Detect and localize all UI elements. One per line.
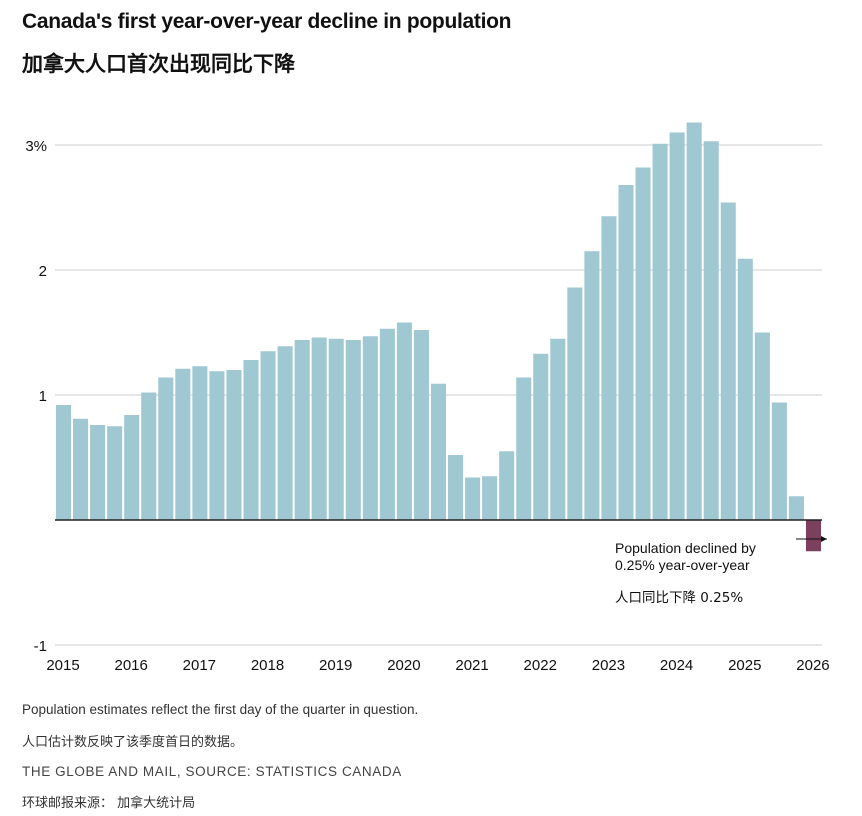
bar [737,258,753,520]
bar [243,360,259,520]
y-axis-labels: 3% 2 1 -1 [25,138,47,655]
x-tick-label: 2015 [46,657,79,674]
bar [720,202,736,520]
bar [209,371,225,520]
bar [260,351,276,520]
bar [430,383,447,520]
chart-subtitle-zh: 加拿大人口首次出现同比下降 [22,52,295,76]
bar [124,415,140,520]
chart-title: Canada's first year-over-year decline in… [22,10,512,33]
bar [703,141,719,520]
bar [345,340,361,520]
bar [635,167,651,520]
y-tick-label: 2 [39,263,47,280]
bar [754,332,770,520]
annotation-line-1: Population declined by [615,540,756,556]
bar [90,425,106,520]
bar-highlight [805,520,821,552]
bar [73,418,89,520]
bar [550,338,566,520]
bar [192,366,208,520]
bar [56,405,72,520]
source-zh: 环球邮报来源： 加拿大统计局 [22,796,196,811]
bar [175,368,191,520]
x-tick-label: 2021 [455,657,488,674]
bar [379,328,395,520]
bar [226,370,242,520]
x-axis-labels: 2015 2016 2017 2018 2019 2020 2021 2022 2023 2024… [46,657,829,674]
bar [448,455,464,520]
x-tick-label: 2017 [183,657,216,674]
y-tick-label: 1 [39,388,47,405]
bar [158,377,174,520]
bar [788,496,804,520]
bar [567,287,583,520]
bar [771,402,787,520]
footnote-zh: 人口估计数反映了该季度首日的数据。 [22,735,244,750]
bar [652,143,668,520]
x-tick-label: 2016 [114,657,147,674]
annotation-line-2: 0.25% year-over-year [615,557,750,573]
bar [669,132,685,520]
bar [482,476,498,520]
x-tick-label: 2020 [387,657,420,674]
bar [277,346,293,520]
bar [533,353,549,520]
x-tick-label: 2019 [319,657,352,674]
x-tick-label: 2024 [660,657,693,674]
bar [362,336,378,520]
annotation-line-zh: 人口同比下降 0.25% [615,590,744,606]
bar [601,216,617,520]
x-tick-label: 2022 [524,657,557,674]
x-tick-label: 2018 [251,657,284,674]
bar [465,477,481,520]
y-tick-label: 3% [25,138,47,155]
bar [516,377,532,520]
bar [294,340,310,520]
source-en: THE GLOBE AND MAIL, SOURCE: STATISTICS C… [22,764,402,779]
footnote-en: Population estimates reflect the first d… [22,702,419,717]
bar [686,122,702,520]
bar [107,426,123,520]
bar-chart: 3%21-1 2015 2016 2017 2018 2019 2020 2021 2022 2… [25,122,830,674]
bar [328,338,344,520]
bar [413,330,429,520]
bar [396,322,412,520]
bar [141,392,157,520]
bars [56,122,821,552]
bar [311,337,327,520]
bar [499,451,515,520]
annotation-arrow [796,536,827,542]
bar [584,251,600,520]
x-tick-label: 2026 [796,657,829,674]
y-tick-label: -1 [34,638,47,655]
bar [618,185,634,520]
x-tick-label: 2023 [592,657,625,674]
x-tick-label: 2025 [728,657,761,674]
